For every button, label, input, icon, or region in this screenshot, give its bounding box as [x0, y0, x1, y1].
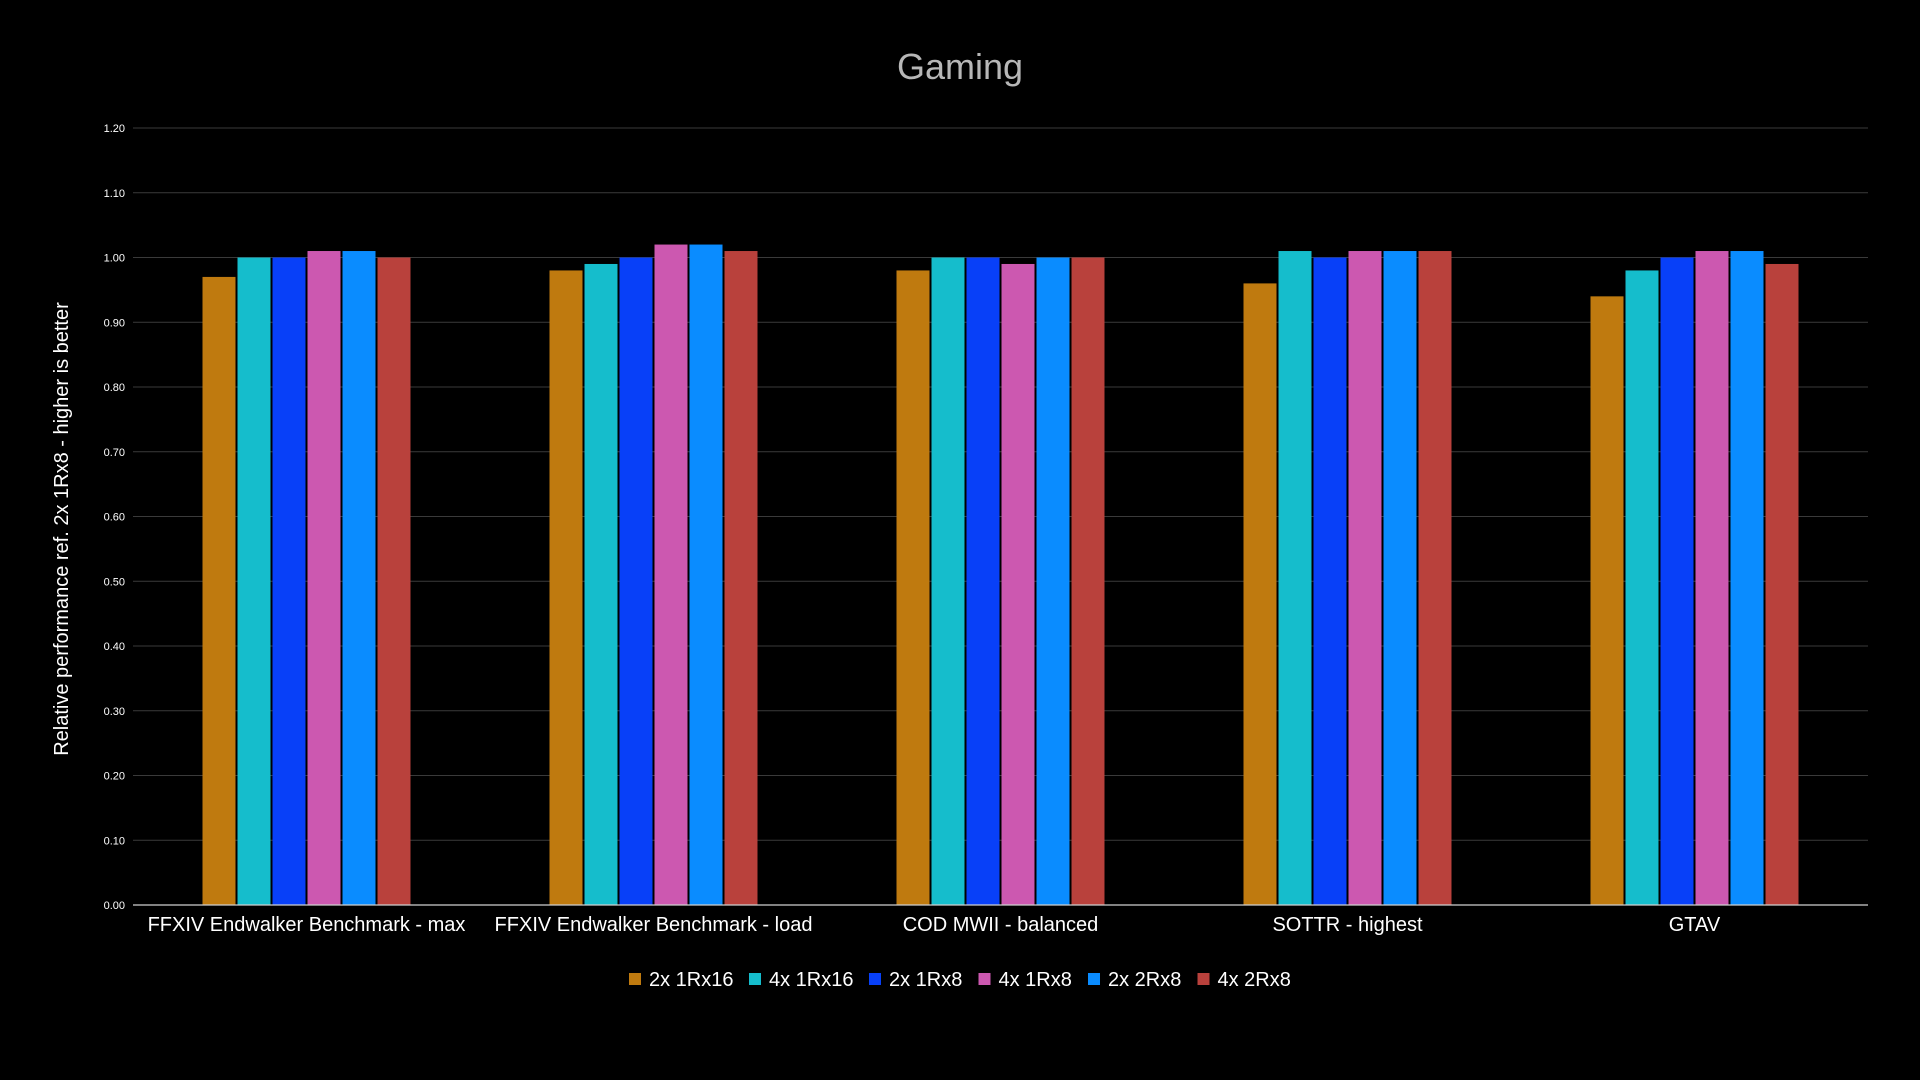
y-tick-label: 0.50: [104, 576, 125, 588]
legend-item: 4x 1Rx16: [749, 969, 854, 991]
bar-2x-1rx8-2: [966, 257, 1000, 905]
bar-4x-2rx8-2: [1071, 257, 1105, 905]
bar-4x-1rx16-1: [584, 263, 618, 906]
legend-swatch: [629, 973, 641, 985]
bar-4x-2rx8-1: [724, 251, 758, 905]
bar-2x-1rx16-3: [1243, 283, 1277, 905]
y-tick-label: 1.10: [104, 188, 125, 200]
legend-item: 2x 1Rx16: [629, 969, 734, 991]
bar-4x-2rx8-0: [377, 257, 411, 905]
legend-label: 4x 1Rx8: [999, 969, 1072, 991]
bar-2x-1rx16-1: [549, 270, 583, 905]
y-tick-label: 0.10: [104, 835, 125, 847]
y-tick-label: 0.20: [104, 771, 125, 783]
bars: [202, 244, 1799, 906]
legend-swatch: [1088, 973, 1100, 985]
legend-label: 4x 2Rx8: [1218, 969, 1291, 991]
legend-swatch: [749, 973, 761, 985]
x-tick-label: FFXIV Endwalker Benchmark - max: [148, 914, 466, 936]
y-tick-label: 1.00: [104, 253, 125, 265]
bar-4x-1rx8-3: [1348, 251, 1382, 905]
y-tick-label: 0.40: [104, 641, 125, 653]
bar-2x-1rx8-3: [1313, 257, 1347, 905]
x-tick-label: GTAV: [1669, 914, 1721, 936]
y-tick-label: 1.20: [104, 123, 125, 135]
bar-2x-1rx16-0: [202, 276, 236, 905]
gridlines: [133, 127, 1868, 841]
bar-4x-1rx8-1: [654, 244, 688, 906]
bar-4x-1rx16-3: [1278, 251, 1312, 905]
bar-4x-1rx8-2: [1001, 263, 1035, 906]
y-tick-label: 0.90: [104, 317, 125, 329]
y-tick-label: 0.00: [104, 900, 125, 912]
y-tick-label: 0.60: [104, 512, 125, 524]
legend-item: 4x 2Rx8: [1197, 969, 1291, 991]
bar-2x-1rx8-4: [1660, 257, 1694, 905]
x-tick-label: FFXIV Endwalker Benchmark - load: [495, 914, 813, 936]
bar-4x-2rx8-3: [1418, 251, 1452, 905]
x-tick-label: COD MWII - balanced: [903, 914, 1099, 936]
legend-item: 2x 1Rx8: [869, 969, 962, 991]
bar-4x-1rx8-0: [307, 251, 341, 905]
bar-2x-2rx8-0: [342, 251, 376, 905]
chart-title: Gaming: [897, 46, 1023, 87]
legend-label: 2x 2Rx8: [1108, 969, 1181, 991]
legend-label: 2x 1Rx16: [649, 969, 734, 991]
y-axis-label: Relative performance ref. 2x 1Rx8 - high…: [51, 302, 73, 756]
bar-2x-1rx16-4: [1590, 296, 1624, 906]
bar-2x-1rx16-2: [896, 270, 930, 905]
legend-item: 4x 1Rx8: [978, 969, 1072, 991]
y-tick-label: 0.80: [104, 382, 125, 394]
x-tick-label: SOTTR - highest: [1272, 914, 1422, 936]
bar-2x-2rx8-2: [1036, 257, 1070, 905]
bar-2x-1rx8-1: [619, 257, 653, 905]
bar-4x-2rx8-4: [1765, 263, 1799, 906]
legend-label: 4x 1Rx16: [769, 969, 854, 991]
bar-4x-1rx16-0: [237, 257, 271, 905]
legend-swatch: [1197, 973, 1210, 985]
y-tick-label: 0.30: [104, 706, 125, 718]
bar-2x-2rx8-4: [1730, 251, 1764, 905]
legend-swatch: [869, 973, 881, 985]
bar-4x-1rx16-4: [1625, 270, 1659, 905]
axes: 0.00 0.10 0.20 0.30 0.40 0.50 0.60 0.70 0.80 0.90…: [104, 123, 1868, 936]
y-tick-label: 0.70: [104, 447, 125, 459]
bar-2x-2rx8-1: [689, 244, 723, 906]
legend: 2x 1Rx16 4x 1Rx16 2x 1Rx8 4x 1Rx8 2x 2Rx8 4x …: [629, 969, 1291, 991]
bar-2x-1rx8-0: [272, 257, 306, 905]
legend-item: 2x 2Rx8: [1088, 969, 1181, 991]
legend-label: 2x 1Rx8: [889, 969, 962, 991]
legend-swatch: [978, 973, 991, 985]
bar-2x-2rx8-3: [1383, 251, 1417, 905]
bar-4x-1rx16-2: [931, 257, 965, 905]
bar-4x-1rx8-4: [1695, 251, 1729, 905]
